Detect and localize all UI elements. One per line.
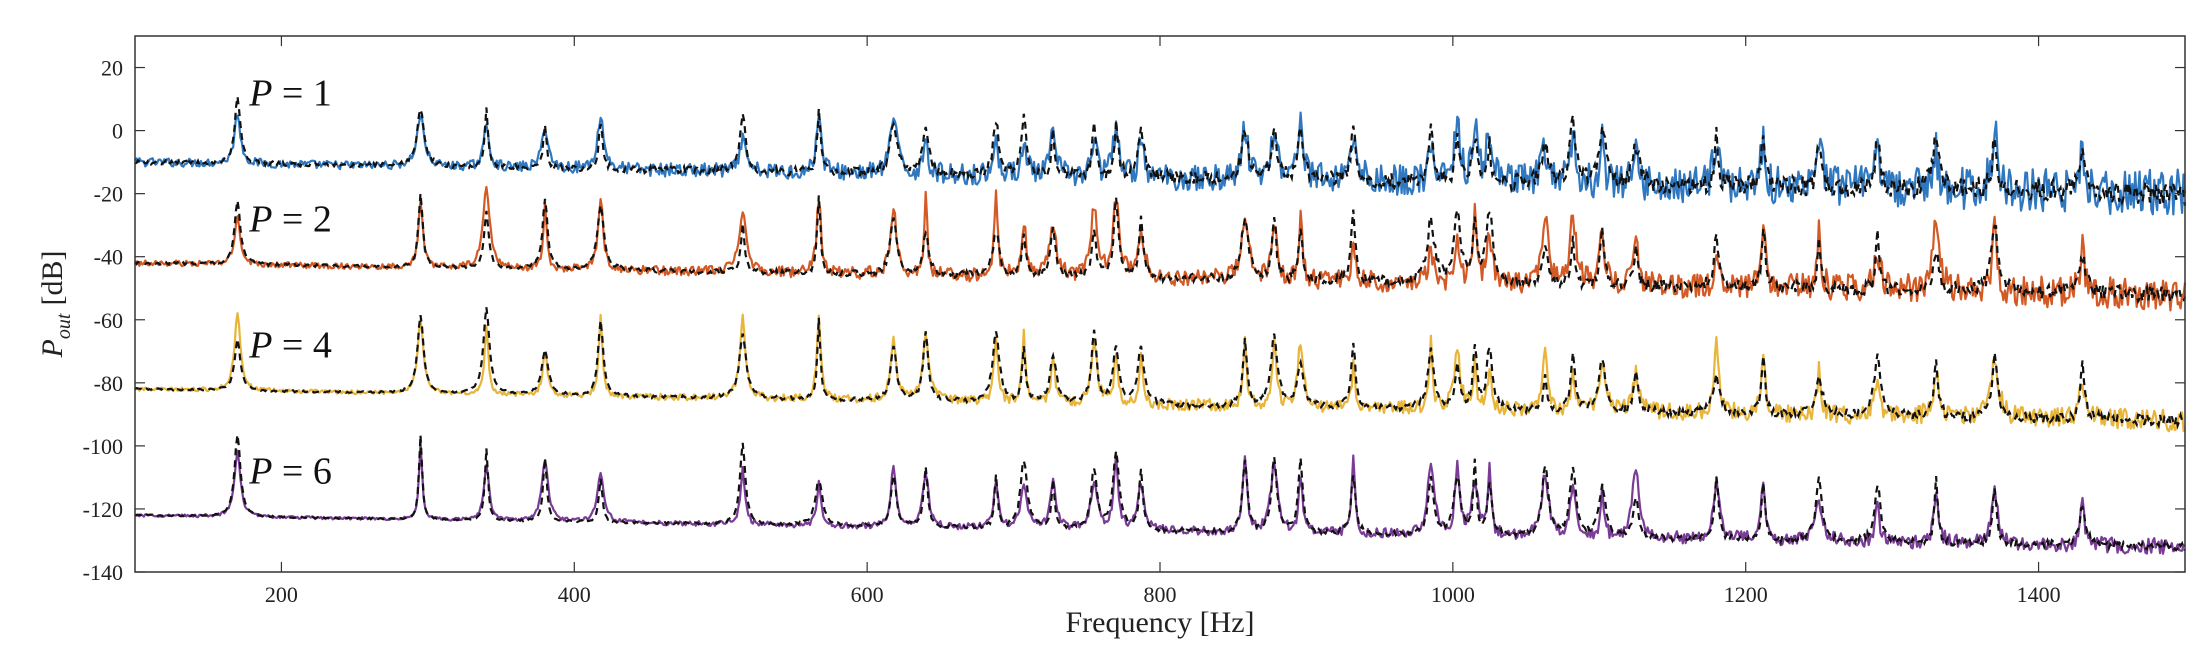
series-line-p6: [134, 441, 2186, 555]
annotation-label: P = 2: [248, 198, 332, 240]
x-tick-label: 1400: [2017, 582, 2061, 607]
reference-line: [134, 96, 2187, 206]
y-tick-label: 0: [112, 119, 123, 144]
annotation-label: P = 4: [248, 325, 332, 367]
x-tick-label: 1200: [1724, 582, 1768, 607]
x-tick-label: 600: [851, 582, 884, 607]
series-line-p4: [134, 312, 2187, 433]
x-tick-label: 200: [265, 582, 298, 607]
annotation-label: P = 6: [248, 451, 332, 493]
y-tick-label: 20: [101, 56, 123, 81]
reference-line: [134, 193, 2187, 307]
x-axis: 200 400 600 800 1000 1200 1400: [265, 36, 2061, 607]
x-tick-label: 800: [1144, 582, 1177, 607]
y-axis-title: Pout [dB]: [36, 251, 75, 359]
y-tick-label: -80: [94, 371, 123, 396]
y-tick-label: -60: [94, 308, 123, 333]
reference-layer: [134, 96, 2187, 553]
y-axis: 20 0 -20 -40 -60 -80 -100 -120 -140: [83, 56, 2185, 585]
x-tick-label: 400: [558, 582, 591, 607]
annotations: P = 1 P = 2 P = 4 P = 6: [248, 72, 332, 492]
x-axis-title: Frequency [Hz]: [1065, 606, 1254, 639]
plot-background: [135, 36, 2185, 572]
y-axis-title-var: P: [36, 339, 69, 358]
annotation-label: P = 1: [248, 72, 332, 114]
y-tick-label: -120: [83, 497, 123, 522]
reference-line: [134, 434, 2186, 553]
y-tick-label: -140: [83, 560, 123, 585]
y-tick-label: -100: [83, 434, 123, 459]
y-tick-label: -40: [94, 245, 123, 270]
y-tick-label: -20: [94, 182, 123, 207]
y-axis-title-sub: out: [53, 313, 75, 339]
y-axis-title-unit: [dB]: [36, 251, 69, 306]
x-tick-label: 1000: [1431, 582, 1475, 607]
